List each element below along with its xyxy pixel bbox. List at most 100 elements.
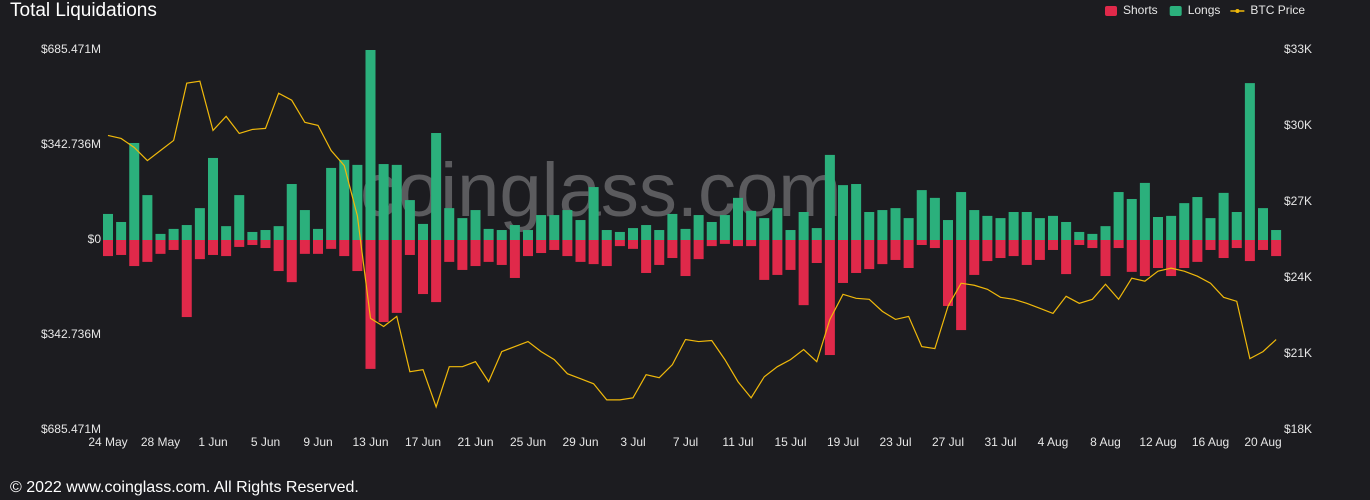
bar — [1192, 197, 1203, 240]
x-tick-label: 16 Aug — [1192, 435, 1229, 449]
x-tick-label: 4 Aug — [1038, 435, 1069, 449]
bar — [1113, 240, 1124, 249]
x-tick-label: 31 Jul — [984, 435, 1016, 449]
bar — [1205, 218, 1216, 240]
bar — [549, 240, 560, 250]
y2-tick-label: $21K — [1284, 346, 1312, 360]
bar — [890, 240, 901, 260]
y-tick-label: $685.471M — [41, 422, 101, 436]
bar — [1231, 212, 1242, 240]
x-tick-label: 3 Jul — [620, 435, 645, 449]
bar — [667, 240, 678, 259]
bar — [1139, 240, 1150, 277]
bar — [1126, 240, 1137, 272]
bar — [457, 218, 468, 240]
x-tick-label: 29 Jun — [562, 435, 598, 449]
bar — [352, 240, 363, 272]
bar — [273, 240, 284, 272]
bar — [1218, 240, 1229, 259]
bar — [811, 228, 822, 240]
x-tick-label: 28 May — [141, 435, 180, 449]
bar — [470, 240, 481, 267]
bar — [1271, 230, 1282, 240]
bar — [234, 195, 245, 240]
bar — [129, 240, 140, 267]
x-tick-label: 17 Jun — [405, 435, 441, 449]
bar — [706, 240, 717, 247]
bar — [221, 240, 232, 257]
bar — [614, 231, 625, 240]
bar — [339, 240, 350, 257]
bar — [208, 240, 218, 255]
bar — [194, 208, 205, 240]
bar — [575, 240, 586, 262]
bar — [457, 240, 468, 270]
bar — [982, 215, 993, 240]
bar — [772, 208, 783, 240]
x-tick-label: 21 Jun — [457, 435, 493, 449]
bar — [838, 240, 848, 283]
bar — [588, 240, 599, 265]
y-tick-label: $0 — [88, 232, 102, 246]
bar — [444, 240, 455, 262]
legend-label: Shorts — [1123, 3, 1158, 17]
bar — [864, 212, 875, 240]
bar — [1034, 240, 1045, 260]
x-tick-label: 15 Jul — [774, 435, 806, 449]
x-tick-label: 25 Jun — [510, 435, 546, 449]
bar — [943, 240, 953, 306]
bar — [1244, 240, 1255, 262]
bar — [155, 240, 166, 254]
bar — [916, 240, 927, 245]
bar — [641, 240, 652, 273]
bar — [194, 240, 205, 260]
bar — [851, 184, 862, 240]
bar — [785, 240, 796, 270]
bar — [562, 210, 573, 240]
bar — [1179, 203, 1190, 240]
bar — [680, 240, 691, 277]
bar — [339, 159, 350, 240]
bar — [1271, 240, 1282, 257]
bar — [536, 240, 547, 254]
bar — [956, 240, 967, 331]
bar — [824, 154, 835, 240]
bar — [273, 226, 284, 240]
bar — [483, 228, 494, 240]
bar — [549, 215, 560, 240]
y2-tick-label: $27K — [1284, 194, 1312, 208]
bar — [168, 240, 179, 250]
bar — [601, 240, 612, 267]
bar — [995, 218, 1006, 240]
bar — [129, 142, 140, 240]
bar — [391, 164, 402, 240]
bar — [588, 187, 599, 240]
bar — [628, 228, 638, 240]
bar — [352, 164, 363, 240]
bar — [299, 240, 310, 254]
bar — [483, 240, 494, 262]
bar — [365, 240, 376, 369]
x-tick-label: 27 Jul — [932, 435, 964, 449]
bar — [667, 213, 678, 240]
bar — [1139, 182, 1150, 240]
bar — [444, 208, 455, 240]
x-tick-label: 11 Jul — [722, 435, 753, 449]
bar — [1126, 198, 1137, 240]
bar — [1008, 212, 1019, 240]
x-tick-label: 7 Jul — [673, 435, 698, 449]
bar — [378, 240, 389, 323]
bar — [680, 228, 691, 240]
legend-swatch — [1105, 6, 1117, 16]
y-tick-label: $342.736M — [41, 137, 101, 151]
legend-swatch — [1169, 6, 1182, 16]
bar — [943, 220, 953, 240]
bar — [142, 195, 153, 240]
bar — [260, 240, 271, 249]
bar — [1074, 231, 1085, 240]
bar — [470, 210, 481, 240]
bar — [995, 240, 1006, 259]
bar — [1021, 240, 1032, 265]
bar — [1087, 233, 1098, 240]
